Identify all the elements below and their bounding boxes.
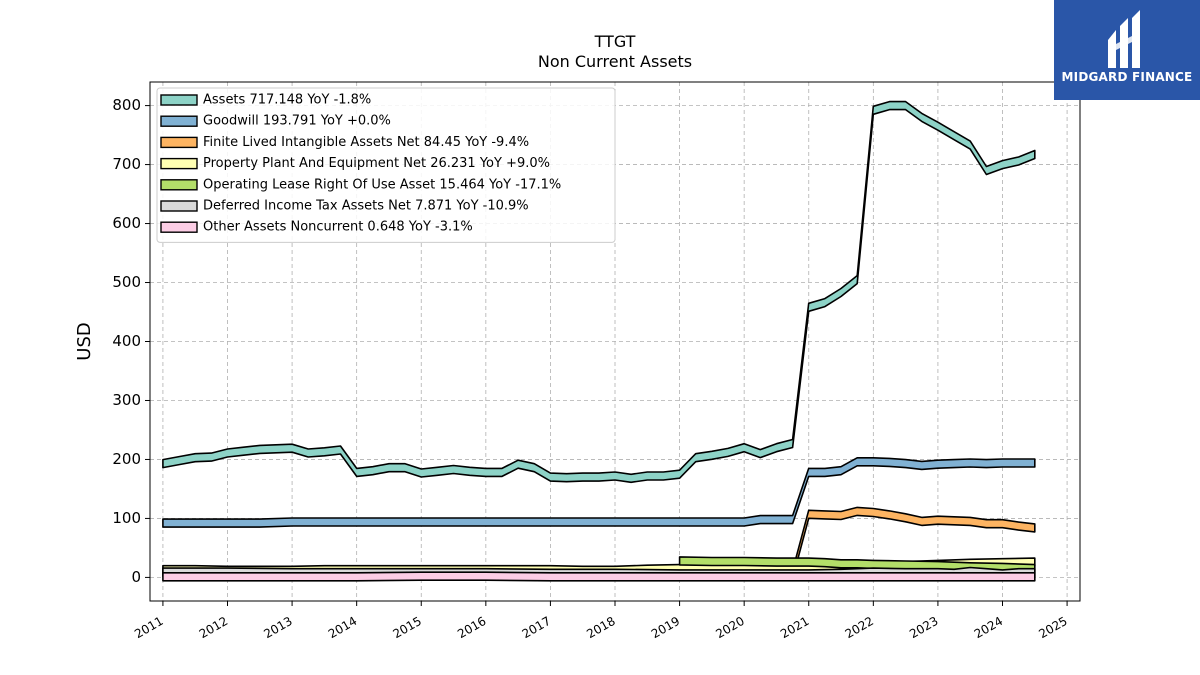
series-line [791,506,1036,580]
legend-swatch [160,157,198,170]
x-tick-label: 2025 [1036,614,1069,641]
legend-entry: Goodwill 193.791 YoY +0.0% [160,114,391,129]
series-lines [162,100,1036,582]
logo-text: MIDGARD FINANCE [1061,70,1193,84]
x-tick-label: 2016 [455,614,488,641]
y-tick-label: 700 [112,155,141,173]
x-tick-label: 2022 [843,614,876,641]
legend-swatch [160,115,198,127]
x-tick-label: 2024 [972,614,1005,641]
legend-label: Other Assets Noncurrent 0.648 YoY -3.1% [203,220,473,235]
y-tick-label: 100 [112,509,141,527]
legend-swatch [160,221,198,233]
x-tick-label: 2013 [261,614,294,641]
legend-swatch [160,200,198,212]
x-tick-label: 2019 [649,614,682,641]
legend-entry: Other Assets Noncurrent 0.648 YoY -3.1% [160,220,473,235]
x-tick-label: 2011 [132,614,165,641]
logo-mark-icon [1108,10,1140,68]
legend-label: Operating Lease Right Of Use Asset 15.46… [203,177,561,192]
legend-swatch [160,136,198,149]
chart-subtitle: Non Current Assets [538,52,692,71]
x-tick-label: 2020 [713,614,746,641]
x-tick-label: 2021 [778,614,811,641]
x-tick-label: 2018 [584,614,617,641]
y-tick-label: 600 [112,214,141,232]
legend-swatch [160,179,198,191]
y-tick-label: 300 [112,391,141,409]
y-tick-label: 0 [131,568,141,586]
legend-label: Assets 717.148 YoY -1.8% [203,93,371,108]
x-tick-label: 2014 [326,614,359,641]
legend-label: Deferred Income Tax Assets Net 7.871 YoY… [203,199,529,214]
legend-entry: Property Plant And Equipment Net 26.231 … [160,156,550,171]
y-tick-label: 400 [112,332,141,350]
legend-entry: Deferred Income Tax Assets Net 7.871 YoY… [160,199,529,214]
y-axis-label: USD [74,322,95,360]
series-3 [791,506,1036,580]
series-7 [162,571,1036,582]
series-line [162,571,1036,582]
y-tick-label: 200 [112,450,141,468]
x-axis-ticks: 2011 2012 2013 2014 2015 2016 2017 2018 2019 2020… [132,601,1070,641]
legend-entry: Operating Lease Right Of Use Asset 15.46… [160,177,561,192]
legend-entry: Assets 717.148 YoY -1.8% [160,93,371,108]
y-tick-label: 500 [112,273,141,291]
legend: Assets 717.148 YoY -1.8% Goodwill 193.791… [156,87,616,243]
x-tick-label: 2023 [907,614,940,641]
legend-box [156,87,616,243]
series-1 [162,100,1036,484]
legend-label: Property Plant And Equipment Net 26.231 … [203,156,550,171]
legend-entry: Finite Lived Intangible Assets Net 84.45… [160,135,529,150]
x-tick-label: 2015 [391,614,424,641]
series-line [162,456,1036,528]
y-axis-ticks: 0 100 200 300 400 500 600 700 800 [112,96,150,586]
series-line [162,100,1036,484]
x-tick-label: 2012 [197,614,230,641]
y-tick-label: 800 [112,96,141,114]
legend-label: Goodwill 193.791 YoY +0.0% [203,114,391,129]
legend-swatch [160,94,198,106]
midgard-finance-logo: MIDGARD FINANCE [1054,0,1200,100]
series-2 [162,456,1036,528]
chart-title: TTGT [594,32,636,51]
x-tick-label: 2017 [520,614,553,641]
legend-label: Finite Lived Intangible Assets Net 84.45… [203,135,529,150]
